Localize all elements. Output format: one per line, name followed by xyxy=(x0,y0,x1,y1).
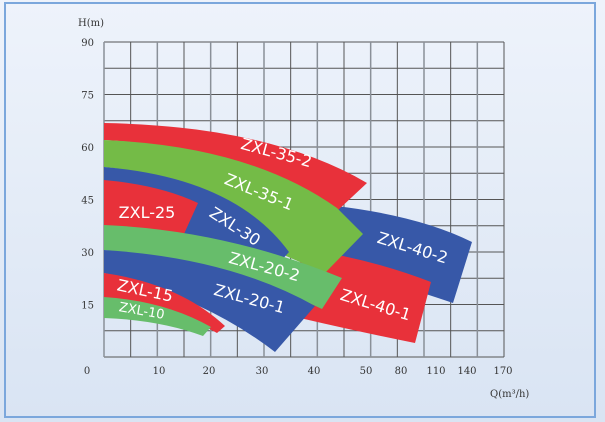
y-tick-label: 75 xyxy=(81,91,94,102)
regions xyxy=(104,123,472,352)
y-tick-label: 45 xyxy=(81,196,94,207)
region-zxl-20-1 xyxy=(104,250,315,352)
x-tick-label: 40 xyxy=(308,366,321,377)
x-tick-label: 110 xyxy=(426,366,445,377)
x-tick-label: 80 xyxy=(395,366,408,377)
region-zxl-10 xyxy=(104,297,211,336)
x-tick-label: 30 xyxy=(256,366,269,377)
y-tick-label: 30 xyxy=(81,248,94,259)
y-tick-label: 60 xyxy=(81,143,94,154)
region-zxl-15 xyxy=(104,273,225,333)
chart-frame xyxy=(4,2,596,418)
x-tick-label: 170 xyxy=(493,366,512,377)
x-tick-label: 50 xyxy=(360,366,373,377)
tick-labels: 90 75 60 45 30 15 0 10 20 30 40 50 80 110 140 170 xyxy=(81,38,512,377)
x-axis-label: Q(m³/h) xyxy=(490,389,529,400)
y-axis-label: H(m) xyxy=(78,18,104,29)
x-tick-label: 10 xyxy=(153,366,166,377)
y-tick-label: 15 xyxy=(81,301,94,312)
y-tick-label: 90 xyxy=(81,38,94,49)
x-tick-label: 0 xyxy=(84,366,90,377)
region-zxl-35-2 xyxy=(104,123,367,211)
region-zxl-20-2 xyxy=(104,225,342,309)
x-tick-label: 140 xyxy=(457,366,476,377)
label-zxl-25: ZXL-25 xyxy=(119,203,176,222)
x-tick-label: 20 xyxy=(203,366,216,377)
region-zxl-25 xyxy=(104,180,198,234)
